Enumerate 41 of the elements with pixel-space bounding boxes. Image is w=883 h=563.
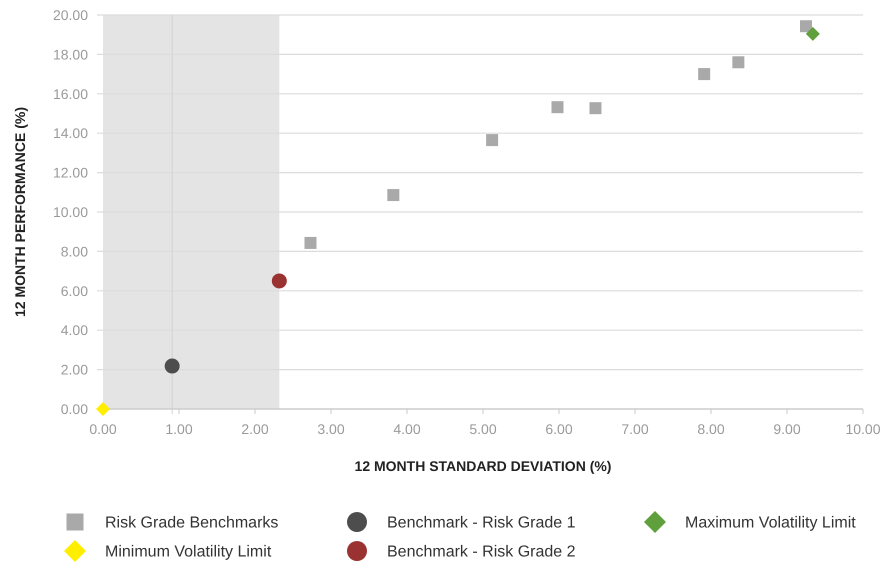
point (387, 189, 400, 202)
y-tick-label: 18.00 (52, 46, 88, 62)
point (698, 68, 710, 80)
x-tick-label: 1.00 (165, 421, 193, 437)
point (551, 101, 564, 114)
point (96, 402, 110, 416)
point (800, 20, 812, 32)
y-tick-label: 10.00 (52, 204, 88, 220)
legend-label: Benchmark - Risk Grade 1 (387, 514, 576, 532)
y-tick-label: 12.00 (52, 164, 88, 181)
legend-label: Minimum Volatility Limit (105, 544, 272, 560)
x-tick-label: 9.00 (773, 421, 801, 437)
y-tick-label: 6.00 (60, 282, 88, 299)
x-tick-label: 7.00 (621, 421, 649, 437)
point (589, 102, 602, 114)
y-tick-label: 8.00 (60, 243, 88, 260)
x-tick-label: 4.00 (393, 421, 421, 437)
x-tick-label: 10.00 (845, 421, 881, 437)
y-tick-label: 0.00 (60, 401, 88, 417)
point (732, 56, 744, 68)
point (806, 26, 820, 41)
point (486, 134, 498, 146)
y-tick-label: 2.00 (60, 362, 88, 378)
point (304, 236, 316, 249)
x-tick-label: 8.00 (697, 421, 725, 437)
x-tick-label: 3.00 (317, 421, 345, 437)
x-tick-label: 6.00 (545, 421, 573, 437)
x-tick-label: 0.00 (89, 421, 117, 437)
y-tick-label: 20.00 (52, 7, 88, 23)
legend-label: Risk Grade Benchmarks (105, 514, 278, 532)
y-axis-title: 12 MONTH PERFORMANCE (%) (12, 106, 28, 318)
point (272, 273, 287, 288)
x-tick-label: 5.00 (469, 421, 497, 437)
x-tick-label: 2.00 (241, 421, 269, 437)
y-tick-label: 14.00 (52, 125, 88, 142)
legend-label: Maximum Volatility Limit (685, 514, 856, 532)
y-tick-label: 4.00 (60, 322, 88, 338)
y-tick-label: 16.00 (52, 86, 88, 102)
legend-label: Benchmark - Risk Grade 2 (387, 544, 576, 560)
x-axis-title: 12 MONTH STANDARD DEVIATION (%) (354, 458, 612, 474)
point (164, 358, 180, 374)
